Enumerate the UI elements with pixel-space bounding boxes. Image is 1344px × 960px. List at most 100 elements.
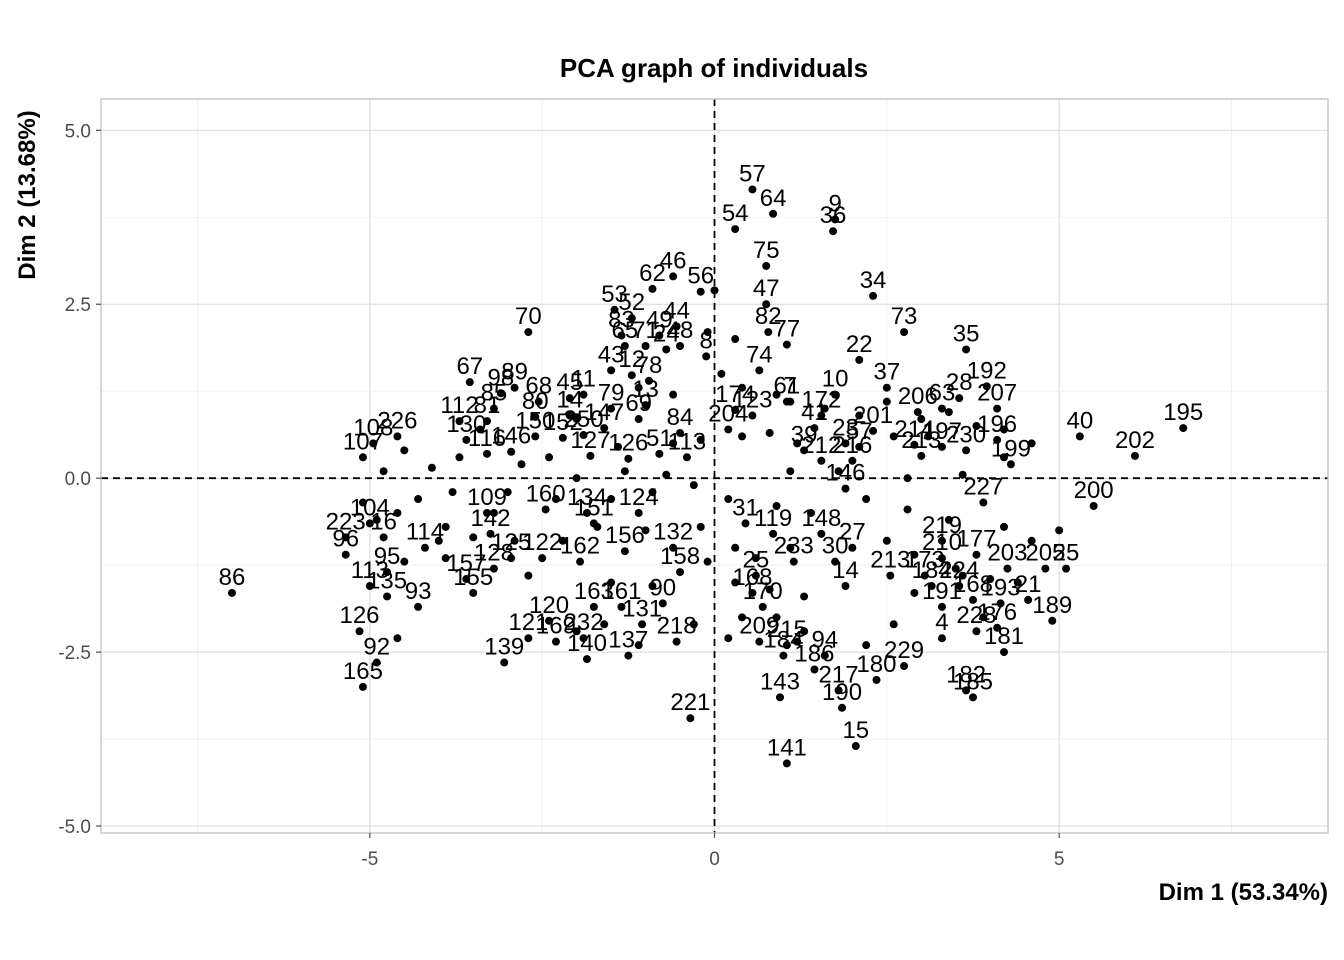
point-label: 109 [467,484,507,511]
point-label: 177 [956,526,996,553]
point-label: 228 [956,602,996,629]
data-point [551,637,560,646]
point-label: 156 [605,522,645,549]
data-point [920,571,929,580]
point-label: 41 [801,399,828,426]
data-point [841,582,850,591]
point-label: 123 [732,387,772,414]
data-point [358,453,367,462]
data-point [702,352,711,361]
data-point [882,536,891,545]
data-point [455,453,464,462]
point-label: 140 [567,630,607,657]
data-point [1062,564,1071,573]
data-point [551,495,560,504]
data-point [782,641,791,650]
point-label: 215 [767,616,807,643]
point-label: 113 [351,557,389,584]
data-point [500,658,509,667]
data-point [365,519,374,528]
point-label: 180 [856,651,896,678]
point-label: 135 [367,567,407,594]
data-point [524,571,533,580]
data-point [1179,424,1188,433]
point-label: 36 [820,202,847,229]
point-label: 113 [668,428,706,455]
data-point [955,582,964,591]
point-label: 57 [846,418,873,445]
point-label: 14 [832,557,859,584]
data-point [817,456,826,465]
point-label: 223 [326,508,366,535]
data-point [434,536,443,545]
data-point [810,424,819,433]
point-label: 71 [632,317,659,344]
point-label: 212 [801,432,841,459]
data-point [624,454,633,463]
data-point [789,557,798,566]
data-point [748,411,757,420]
data-point [910,550,919,559]
point-label: 189 [1032,592,1072,619]
data-point [1130,451,1139,460]
point-label: 131 [622,595,662,622]
data-point [1024,595,1033,604]
data-point [372,658,381,667]
point-label: 104 [350,494,390,521]
point-label: 28 [946,369,973,396]
point-label: 64 [760,185,787,212]
data-point [634,641,643,650]
data-point [531,412,540,421]
point-label: 93 [405,578,432,605]
data-point [655,449,664,458]
data-point [769,529,778,538]
data-point [641,526,650,535]
data-point [800,446,809,455]
point-label: 122 [522,529,562,556]
data-point [503,488,512,497]
data-point [607,495,616,504]
point-label: 86 [219,564,246,591]
point-label: 56 [687,263,714,290]
point-label: 84 [667,404,694,431]
data-point [848,543,857,552]
data-point [579,431,588,440]
data-point [510,383,519,392]
data-point [748,588,757,597]
data-point [393,432,402,441]
data-point [558,433,567,442]
data-point [496,389,505,398]
data-point [993,623,1002,632]
point-label: 31 [732,494,759,521]
point-label: 217 [819,661,859,688]
data-point [937,404,946,413]
data-point [696,522,705,531]
point-label: 168 [953,571,993,598]
point-label: 146 [825,460,865,487]
data-point [968,693,977,702]
data-point [1000,453,1009,462]
data-point [582,655,591,664]
data-point [886,571,895,580]
data-point [917,415,926,424]
reference-lines [101,99,1328,833]
y-axis-title: Dim 2 (13.68%) [14,110,41,279]
point-label: 108 [353,414,393,441]
data-point [510,536,519,545]
data-point [937,536,946,545]
data-point [869,291,878,300]
data-point [755,637,764,646]
point-label: 226 [377,407,417,434]
point-label: 95 [374,543,401,570]
data-point [820,404,829,413]
data-point [769,209,778,218]
data-point [937,554,946,563]
point-label: 168 [732,564,772,591]
data-point [775,693,784,702]
data-point [979,498,988,507]
point-label: 37 [873,359,900,386]
point-label: 78 [636,352,663,379]
x-axis-title: Dim 1 (53.34%) [1159,879,1328,906]
data-point [586,451,595,460]
